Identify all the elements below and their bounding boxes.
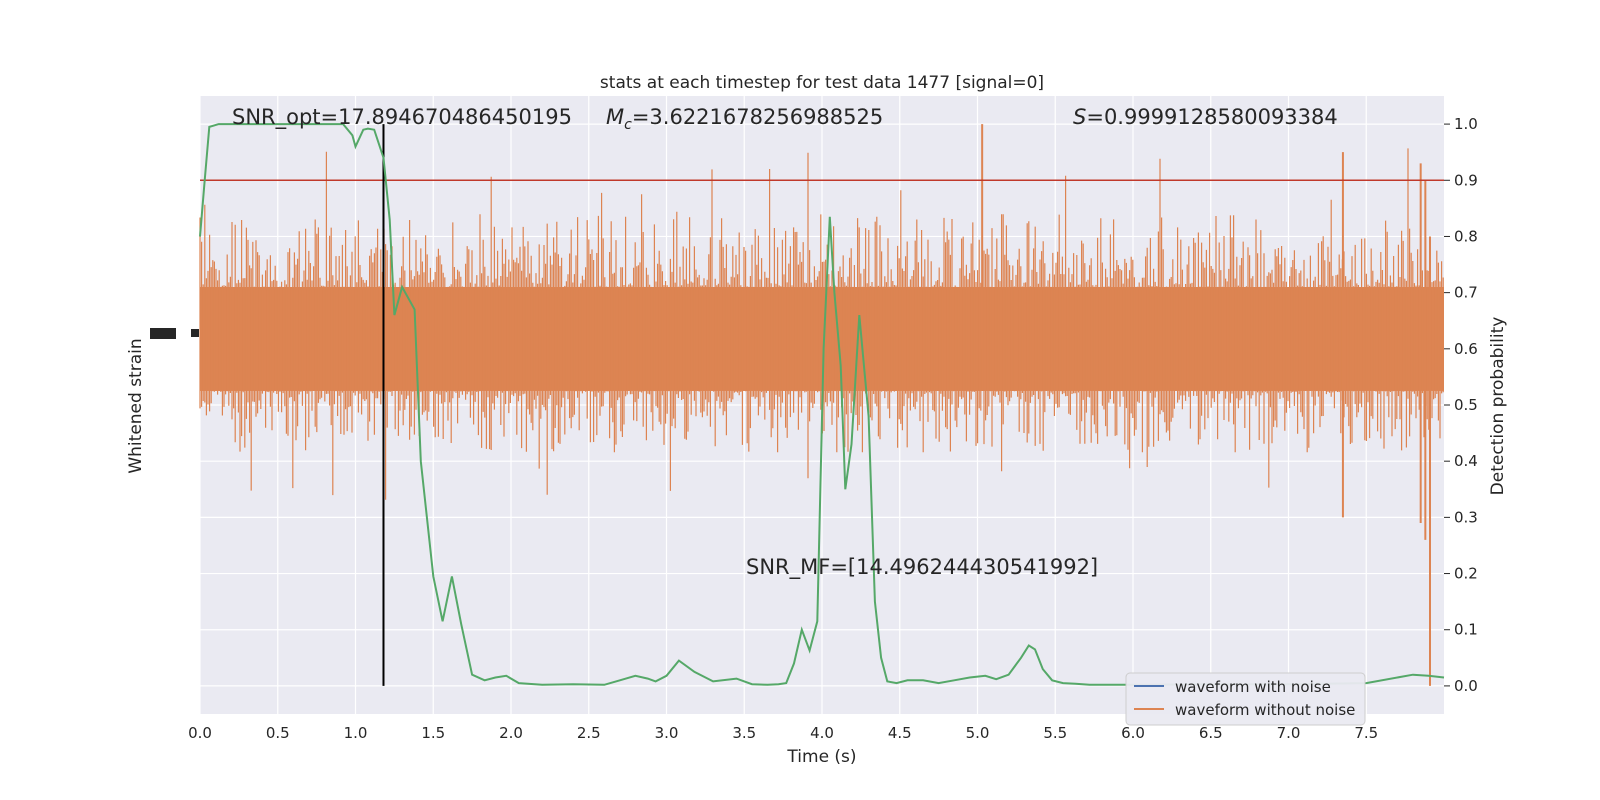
x-axis-ticks: 0.0 0.5 1.0 1.5 2.0 2.5 3.0 3.5 4.0 4.5 5.0 5.5 6.0 6… xyxy=(188,724,1378,742)
x-tick-label: 5.0 xyxy=(966,724,990,742)
y-right-axis-ticks: 0.0 0.1 0.2 0.3 0.4 0.5 0.6 0.7 0.8 0.9 1.0 xyxy=(1444,115,1478,695)
x-tick-label: 6.5 xyxy=(1199,724,1223,742)
detection-probability-trace xyxy=(199,123,1445,686)
x-tick-label: 2.5 xyxy=(577,724,601,742)
x-tick-label: 0.0 xyxy=(188,724,212,742)
x-tick-label: 7.0 xyxy=(1277,724,1301,742)
y-tick-label: 0.4 xyxy=(1454,452,1478,470)
y-tick-label: 1.0 xyxy=(1454,115,1478,133)
y-right-axis-label: Detection probability xyxy=(1488,317,1508,496)
y-tick-label: 0.7 xyxy=(1454,284,1478,302)
x-tick-label: 0.5 xyxy=(266,724,290,742)
legend-label-with-noise: waveform with noise xyxy=(1175,678,1331,696)
y-tick-label: 0.8 xyxy=(1454,227,1478,245)
y-tick-label: 0.5 xyxy=(1454,396,1478,414)
x-axis-label: Time (s) xyxy=(786,747,856,767)
x-tick-label: 5.5 xyxy=(1043,724,1067,742)
y-left-axis-label: Whitened strain xyxy=(126,338,146,473)
legend: waveform with noise waveform without noi… xyxy=(1125,672,1366,726)
chirp-mass-annotation: Mc=3.6221678256988525 xyxy=(606,105,883,133)
x-tick-label: 2.0 xyxy=(499,724,523,742)
x-tick-label: 3.0 xyxy=(655,724,679,742)
x-tick-label: 3.5 xyxy=(732,724,756,742)
detection-probability-line xyxy=(199,123,1445,686)
strain-band xyxy=(199,124,1444,686)
strain-trace xyxy=(199,148,1444,500)
x-tick-label: 7.5 xyxy=(1354,724,1378,742)
x-tick-label: 4.5 xyxy=(888,724,912,742)
s-annotation: S=0.9999128580093384 xyxy=(1073,105,1338,129)
x-tick-label: 1.0 xyxy=(344,724,368,742)
x-tick-label: 6.0 xyxy=(1121,724,1145,742)
y-tick-label: 0.6 xyxy=(1454,340,1478,358)
y-tick-label: 0.2 xyxy=(1454,565,1478,583)
x-tick-label: 4.0 xyxy=(810,724,834,742)
snr-opt-annotation: SNR_opt=17.894670486450195 xyxy=(232,105,572,130)
x-tick-label: 1.5 xyxy=(421,724,445,742)
y-tick-label: 0.1 xyxy=(1454,621,1478,639)
legend-box xyxy=(1125,672,1366,726)
y-tick-label: 0.9 xyxy=(1454,171,1478,189)
chart-title: stats at each timestep for test data 147… xyxy=(600,73,1044,93)
legend-label-without-noise: waveform without noise xyxy=(1175,701,1355,719)
y-tick-label: 0.0 xyxy=(1454,677,1478,695)
y-tick-label: 0.3 xyxy=(1454,508,1478,526)
snr-mf-annotation: SNR_MF=[14.496244430541992] xyxy=(746,555,1098,580)
left-axis-tick-cluster xyxy=(150,328,199,339)
